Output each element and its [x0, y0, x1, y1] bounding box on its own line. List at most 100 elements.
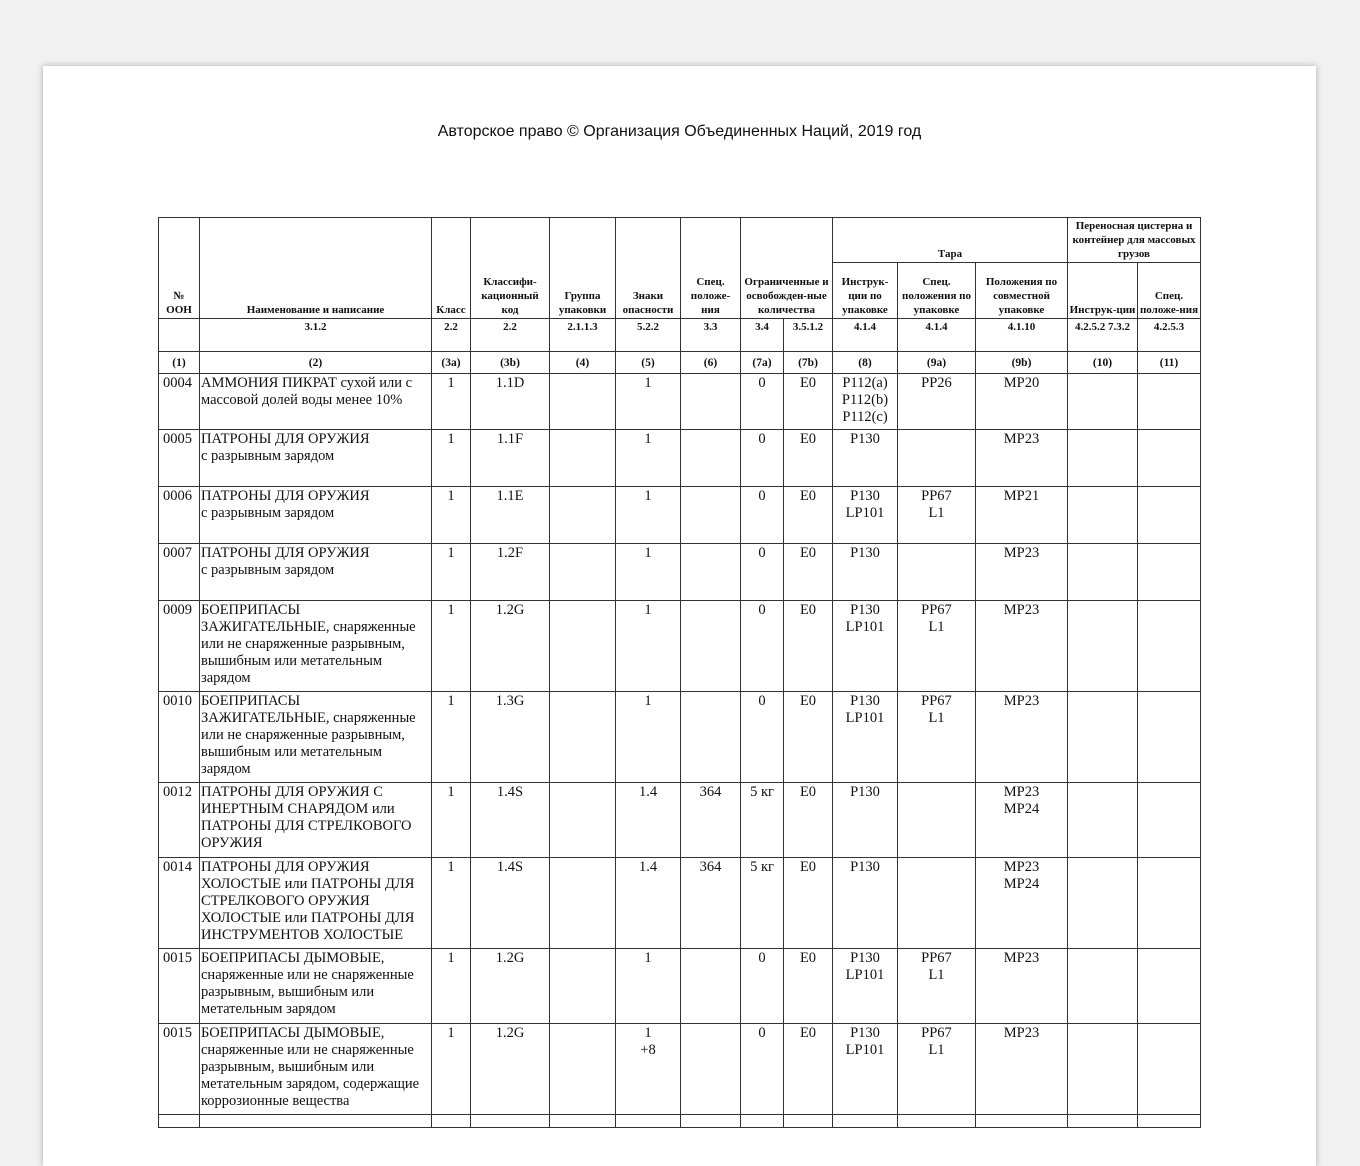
- table-cell: [680, 429, 741, 487]
- table-cell: 1: [431, 948, 471, 1024]
- section-ref: 3.3: [680, 318, 741, 352]
- table-cell: 1: [615, 486, 681, 544]
- table-cell: E0: [783, 1023, 833, 1115]
- column-number: (7b): [783, 351, 833, 374]
- table-cell: [549, 429, 616, 487]
- table-cell: БОЕПРИПАСЫ ЗАЖИГАТЕЛЬНЫЕ, снаряженные ил…: [199, 600, 432, 692]
- copyright-header: Авторское право © Организация Объединенн…: [437, 123, 922, 140]
- table-cell: E0: [783, 857, 833, 949]
- column-number: (1): [158, 351, 200, 374]
- table-cell: [1067, 486, 1138, 544]
- table-cell: 1: [431, 429, 471, 487]
- table-cell: [680, 691, 741, 783]
- table-cell: [1137, 600, 1201, 692]
- table-cell: [1067, 857, 1138, 949]
- table-cell: 5 кг: [740, 782, 784, 858]
- table-cell: 1: [615, 543, 681, 601]
- table-row: 0014 ПАТРОНЫ ДЛЯ ОРУЖИЯ ХОЛОСТЫЕ или ПАТР…: [158, 857, 1201, 949]
- table-cell: E0: [783, 373, 833, 430]
- section-ref: 3.4: [740, 318, 784, 352]
- table-cell: [1067, 600, 1138, 692]
- column-number: (6): [680, 351, 741, 374]
- header-packing-special-provisions: Спец. положения по упаковке: [897, 262, 976, 319]
- header-tank-special-provisions: Спец. положе-ния: [1137, 262, 1201, 319]
- column-numbers-row: (1) (2) (3a) (3b) (4) (5) (6) (7a) (7b) (8) (9a) (9…: [158, 351, 1201, 374]
- table-cell: [1137, 543, 1201, 601]
- table-cell: [897, 429, 976, 487]
- table-cell: MP23: [975, 691, 1068, 783]
- section-ref: 2.1.1.3: [549, 318, 616, 352]
- table-cell: P130: [832, 543, 898, 601]
- table-cell: БОЕПРИПАСЫ ДЫМОВЫЕ, снаряженные или не с…: [199, 948, 432, 1024]
- table-cell: 1.1D: [470, 373, 550, 430]
- header-limited-quantities: Ограниченные и освобожден-ные количества: [740, 217, 833, 319]
- table-cell: 1.4: [615, 857, 681, 949]
- header-packing-group: Группа упаковки: [549, 217, 616, 319]
- table-cell: 5 кг: [740, 857, 784, 949]
- table-cell: [897, 782, 976, 858]
- table-cell: ПАТРОНЫ ДЛЯ ОРУЖИЯ с разрывным зарядом: [199, 543, 432, 601]
- section-ref: 3.1.2: [199, 318, 432, 352]
- table-cell: 0015: [158, 1023, 200, 1115]
- table-cell: 1: [431, 857, 471, 949]
- table-cell: P130: [832, 782, 898, 858]
- table-cell: P112(a) P112(b) P112(c): [832, 373, 898, 430]
- table-row: 0012 ПАТРОНЫ ДЛЯ ОРУЖИЯ С ИНЕРТНЫМ СНАРЯД…: [158, 782, 1201, 858]
- table-row: 0007 ПАТРОНЫ ДЛЯ ОРУЖИЯ с разрывным заряд…: [158, 543, 1201, 601]
- table-cell: ПАТРОНЫ ДЛЯ ОРУЖИЯ ХОЛОСТЫЕ или ПАТРОНЫ …: [199, 857, 432, 949]
- table-cell: [549, 600, 616, 692]
- table-cell: P130: [832, 857, 898, 949]
- table-cell: E0: [783, 948, 833, 1024]
- table-cell: 0: [740, 600, 784, 692]
- table-cell: P130 LP101: [832, 486, 898, 544]
- table-cell: MP20: [975, 373, 1068, 430]
- table-cell: [549, 691, 616, 783]
- table-cell: E0: [783, 429, 833, 487]
- section-ref: 4.2.5.2 7.3.2: [1067, 318, 1138, 352]
- table-cell: 1.1E: [470, 486, 550, 544]
- column-number: (7a): [740, 351, 784, 374]
- section-ref: 4.1.4: [897, 318, 976, 352]
- table-cell: [549, 1023, 616, 1115]
- table-cell: 0014: [158, 857, 200, 949]
- table-cell: [680, 543, 741, 601]
- column-number: (9a): [897, 351, 976, 374]
- table-cell: P130: [832, 429, 898, 487]
- table-cell: 364: [680, 782, 741, 858]
- table-cell: P130 LP101: [832, 948, 898, 1024]
- table-cell: P130 LP101: [832, 600, 898, 692]
- table-cell: MP23: [975, 543, 1068, 601]
- header-special-provisions: Спец. положе-ния: [680, 217, 741, 319]
- table-cell: E0: [783, 691, 833, 783]
- table-row: 0005 ПАТРОНЫ ДЛЯ ОРУЖИЯ с разрывным заряд…: [158, 429, 1201, 487]
- section-ref: [158, 318, 200, 352]
- table-cell: [1137, 948, 1201, 1024]
- section-ref: 2.2: [470, 318, 550, 352]
- table-cell: [549, 948, 616, 1024]
- table-cell: ПАТРОНЫ ДЛЯ ОРУЖИЯ с разрывным зарядом: [199, 429, 432, 487]
- table-cell: PP67 L1: [897, 486, 976, 544]
- table-cell: 1.2F: [470, 543, 550, 601]
- table-cell: MP23 MP24: [975, 857, 1068, 949]
- document-page: Авторское право © Организация Объединенн…: [43, 66, 1316, 1166]
- table-row: 0015 БОЕПРИПАСЫ ДЫМОВЫЕ, снаряженные или …: [158, 1023, 1201, 1115]
- table-cell: [549, 543, 616, 601]
- table-cell: 1: [615, 691, 681, 783]
- section-ref: 2.2: [431, 318, 471, 352]
- header-packaging: Тара: [832, 217, 1068, 263]
- table-cell: [897, 857, 976, 949]
- column-number: (10): [1067, 351, 1138, 374]
- table-cell: 1.1F: [470, 429, 550, 487]
- table-cell: E0: [783, 543, 833, 601]
- table-row: 0004 АММОНИЯ ПИКРАТ сухой или с массовой …: [158, 373, 1201, 430]
- header-classification-code: Классифи-кационный код: [470, 217, 550, 319]
- dangerous-goods-table: № ООН Наименование и написание Класс Кла…: [158, 217, 1201, 1128]
- table-cell: [897, 543, 976, 601]
- table-cell: 1: [615, 429, 681, 487]
- table-cell: [680, 373, 741, 430]
- table-cell: 0: [740, 691, 784, 783]
- table-row: 0015 БОЕПРИПАСЫ ДЫМОВЫЕ, снаряженные или …: [158, 948, 1201, 1024]
- section-ref: 5.2.2: [615, 318, 681, 352]
- section-ref: 4.1.4: [832, 318, 898, 352]
- table-cell: 1: [615, 600, 681, 692]
